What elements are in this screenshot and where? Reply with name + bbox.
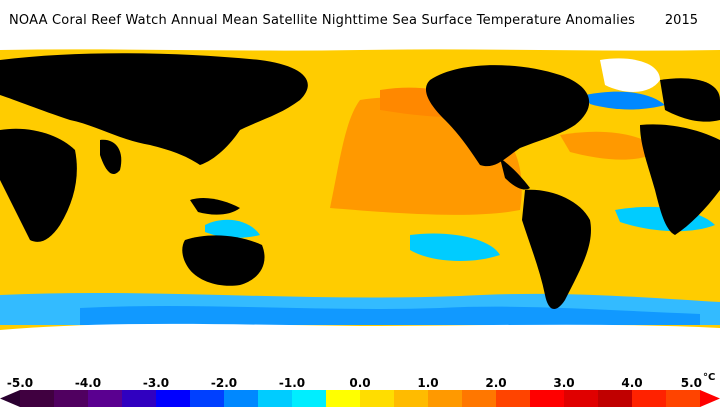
colorbar-swatch <box>462 390 497 407</box>
india <box>100 139 122 175</box>
scale-tick-label: 1.0 <box>417 376 439 390</box>
colorbar-swatch <box>394 390 429 407</box>
scale-tick-label: -5.0 <box>6 376 34 390</box>
maritime-continent <box>190 197 240 215</box>
colorbar-swatch <box>156 390 191 407</box>
sst-anomaly-map <box>0 40 720 370</box>
colorbar-swatch <box>360 390 395 407</box>
colorbar-swatch <box>632 390 667 407</box>
colorbar-arrow-right <box>700 390 720 407</box>
scale-tick-label: -1.0 <box>278 376 306 390</box>
map-year: 2015 <box>664 13 698 28</box>
warm-anomaly-region-atlantic <box>560 131 660 160</box>
cool-anomaly-region-south-pacific <box>410 233 500 262</box>
greenland <box>600 58 660 92</box>
cool-anomaly-region-southern-ocean-deep <box>80 306 700 325</box>
south-america <box>522 189 591 310</box>
colorbar-arrow-left <box>0 390 20 407</box>
colorbar-swatch <box>190 390 225 407</box>
scale-tick-label: 0.0 <box>349 376 371 390</box>
anomaly-colorbar <box>0 390 720 407</box>
colorbar-swatch <box>122 390 157 407</box>
scale-tick-label: 2.0 <box>485 376 507 390</box>
colorbar-swatch <box>666 390 701 407</box>
eurasia <box>0 53 308 165</box>
colorbar-swatches <box>20 390 701 407</box>
scale-tick-label: -2.0 <box>210 376 238 390</box>
colorbar-swatch <box>54 390 89 407</box>
africa <box>0 128 77 242</box>
antarctica <box>0 323 720 370</box>
colorbar-swatch <box>258 390 293 407</box>
central-america <box>500 158 530 190</box>
scale-unit-label: °C <box>703 372 716 383</box>
colorbar-swatch <box>496 390 531 407</box>
scale-tick-label: 3.0 <box>553 376 575 390</box>
arctic-ice <box>0 40 720 51</box>
colorbar-swatch <box>598 390 633 407</box>
scale-tick-label: -3.0 <box>142 376 170 390</box>
title-bar: NOAA Coral Reef Watch Annual Mean Satell… <box>0 0 720 38</box>
north-america <box>425 65 590 167</box>
colorbar-swatch <box>326 390 361 407</box>
map-title: NOAA Coral Reef Watch Annual Mean Satell… <box>9 13 636 28</box>
colorbar-swatch <box>428 390 463 407</box>
scale-tick-label: 4.0 <box>621 376 643 390</box>
scale-tick-label: -4.0 <box>74 376 102 390</box>
scale-tick-label: 5.0 <box>680 376 702 390</box>
eurasia-east <box>660 78 720 122</box>
cool-anomaly-region-west-pacific <box>205 219 260 238</box>
australia <box>182 235 265 286</box>
colorbar-swatch <box>224 390 259 407</box>
colorbar-swatch <box>530 390 565 407</box>
colorbar-swatch <box>88 390 123 407</box>
africa-east <box>640 124 720 235</box>
cool-anomaly-region-north-atlantic <box>585 91 665 110</box>
colorbar-swatch <box>564 390 599 407</box>
colorbar-swatch <box>292 390 327 407</box>
colorbar-swatch <box>20 390 55 407</box>
